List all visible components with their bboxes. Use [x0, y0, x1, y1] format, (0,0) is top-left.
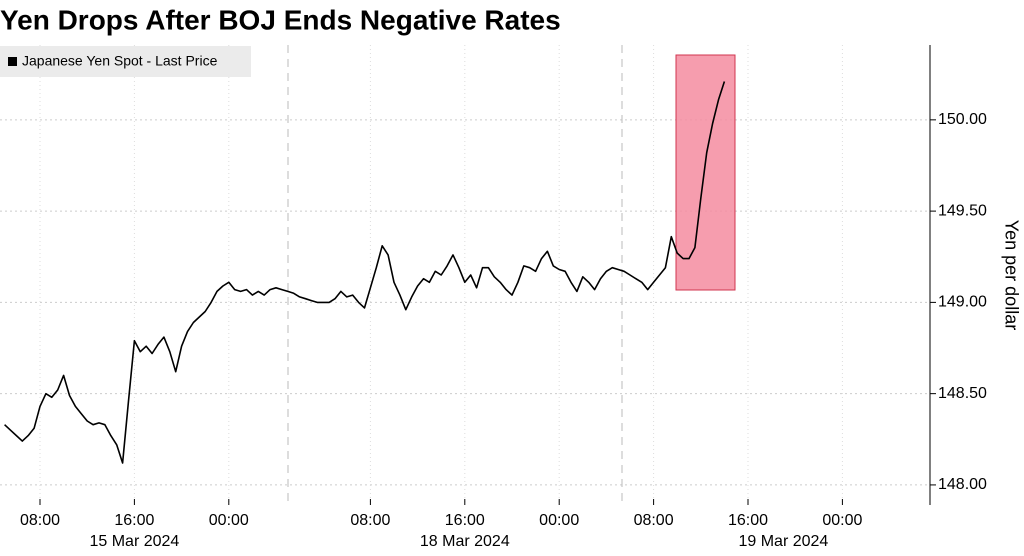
x-date-label: 19 Mar 2024 — [738, 533, 828, 550]
y-tick-label: 149.50 — [938, 202, 987, 219]
legend: Japanese Yen Spot - Last Price — [0, 46, 251, 77]
y-tick-label: 148.00 — [938, 476, 987, 493]
x-date-label: 15 Mar 2024 — [89, 533, 179, 550]
y-tick-label: 148.50 — [938, 385, 987, 402]
x-tick-label: 16:00 — [114, 512, 154, 529]
legend-box — [0, 46, 251, 77]
x-tick-label: 16:00 — [445, 512, 485, 529]
x-tick-label: 08:00 — [20, 512, 60, 529]
chart-title: Yen Drops After BOJ Ends Negative Rates — [0, 4, 561, 35]
legend-swatch — [8, 57, 17, 66]
x-tick-label: 00:00 — [822, 512, 862, 529]
legend-label: Japanese Yen Spot - Last Price — [22, 53, 218, 69]
x-tick-label: 00:00 — [539, 512, 579, 529]
y-tick-label: 150.00 — [938, 111, 987, 128]
x-tick-label: 08:00 — [634, 512, 674, 529]
y-axis-title: Yen per dollar — [1001, 220, 1021, 330]
x-tick-label: 08:00 — [350, 512, 390, 529]
y-tick-label: 149.00 — [938, 294, 987, 311]
x-tick-label: 00:00 — [209, 512, 249, 529]
series-line — [4, 81, 726, 464]
x-date-label: 18 Mar 2024 — [420, 533, 510, 550]
x-tick-label: 16:00 — [728, 512, 768, 529]
highlight-box — [675, 54, 736, 291]
